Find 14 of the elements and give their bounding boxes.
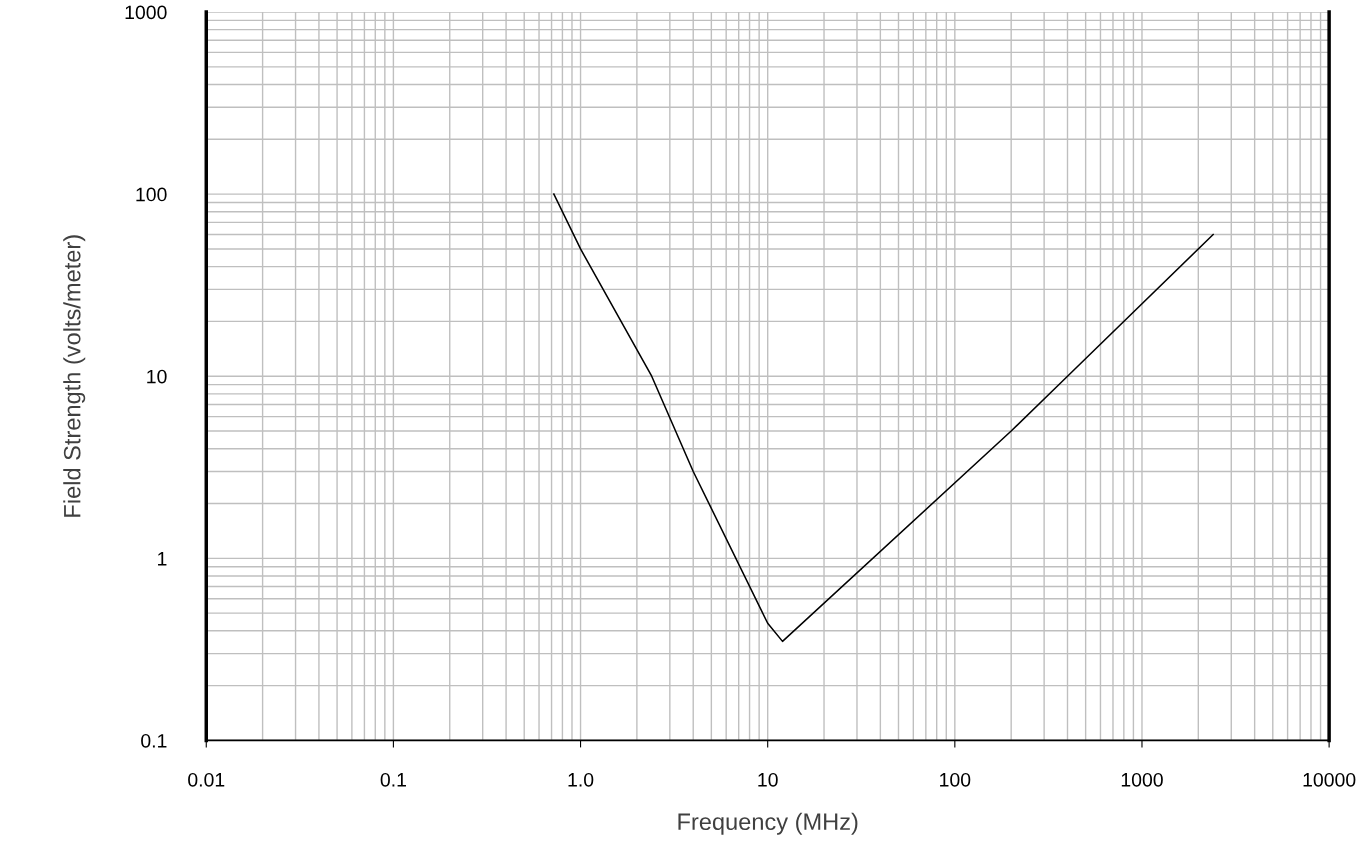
y-tick-label: 100	[136, 187, 167, 202]
y-tick-label: 0.1	[141, 733, 167, 748]
x-axis-title: Frequency (MHz)	[678, 812, 858, 835]
x-tick-label: 10	[758, 772, 778, 787]
x-tick-label: 100	[940, 772, 971, 787]
y-tick-label: 1000	[125, 5, 167, 20]
x-tick-label: 0.01	[188, 772, 225, 787]
x-tick-label: 10000	[1303, 772, 1356, 787]
x-tick-label: 1000	[1121, 772, 1163, 787]
y-tick-label: 1	[158, 552, 167, 566]
y-tick-label: 10	[147, 369, 167, 384]
x-tick-label: 0.1	[380, 772, 406, 787]
x-tick-label: 1.0	[568, 772, 594, 787]
y-axis-title: Field Strength (volts/meter)	[63, 235, 86, 517]
